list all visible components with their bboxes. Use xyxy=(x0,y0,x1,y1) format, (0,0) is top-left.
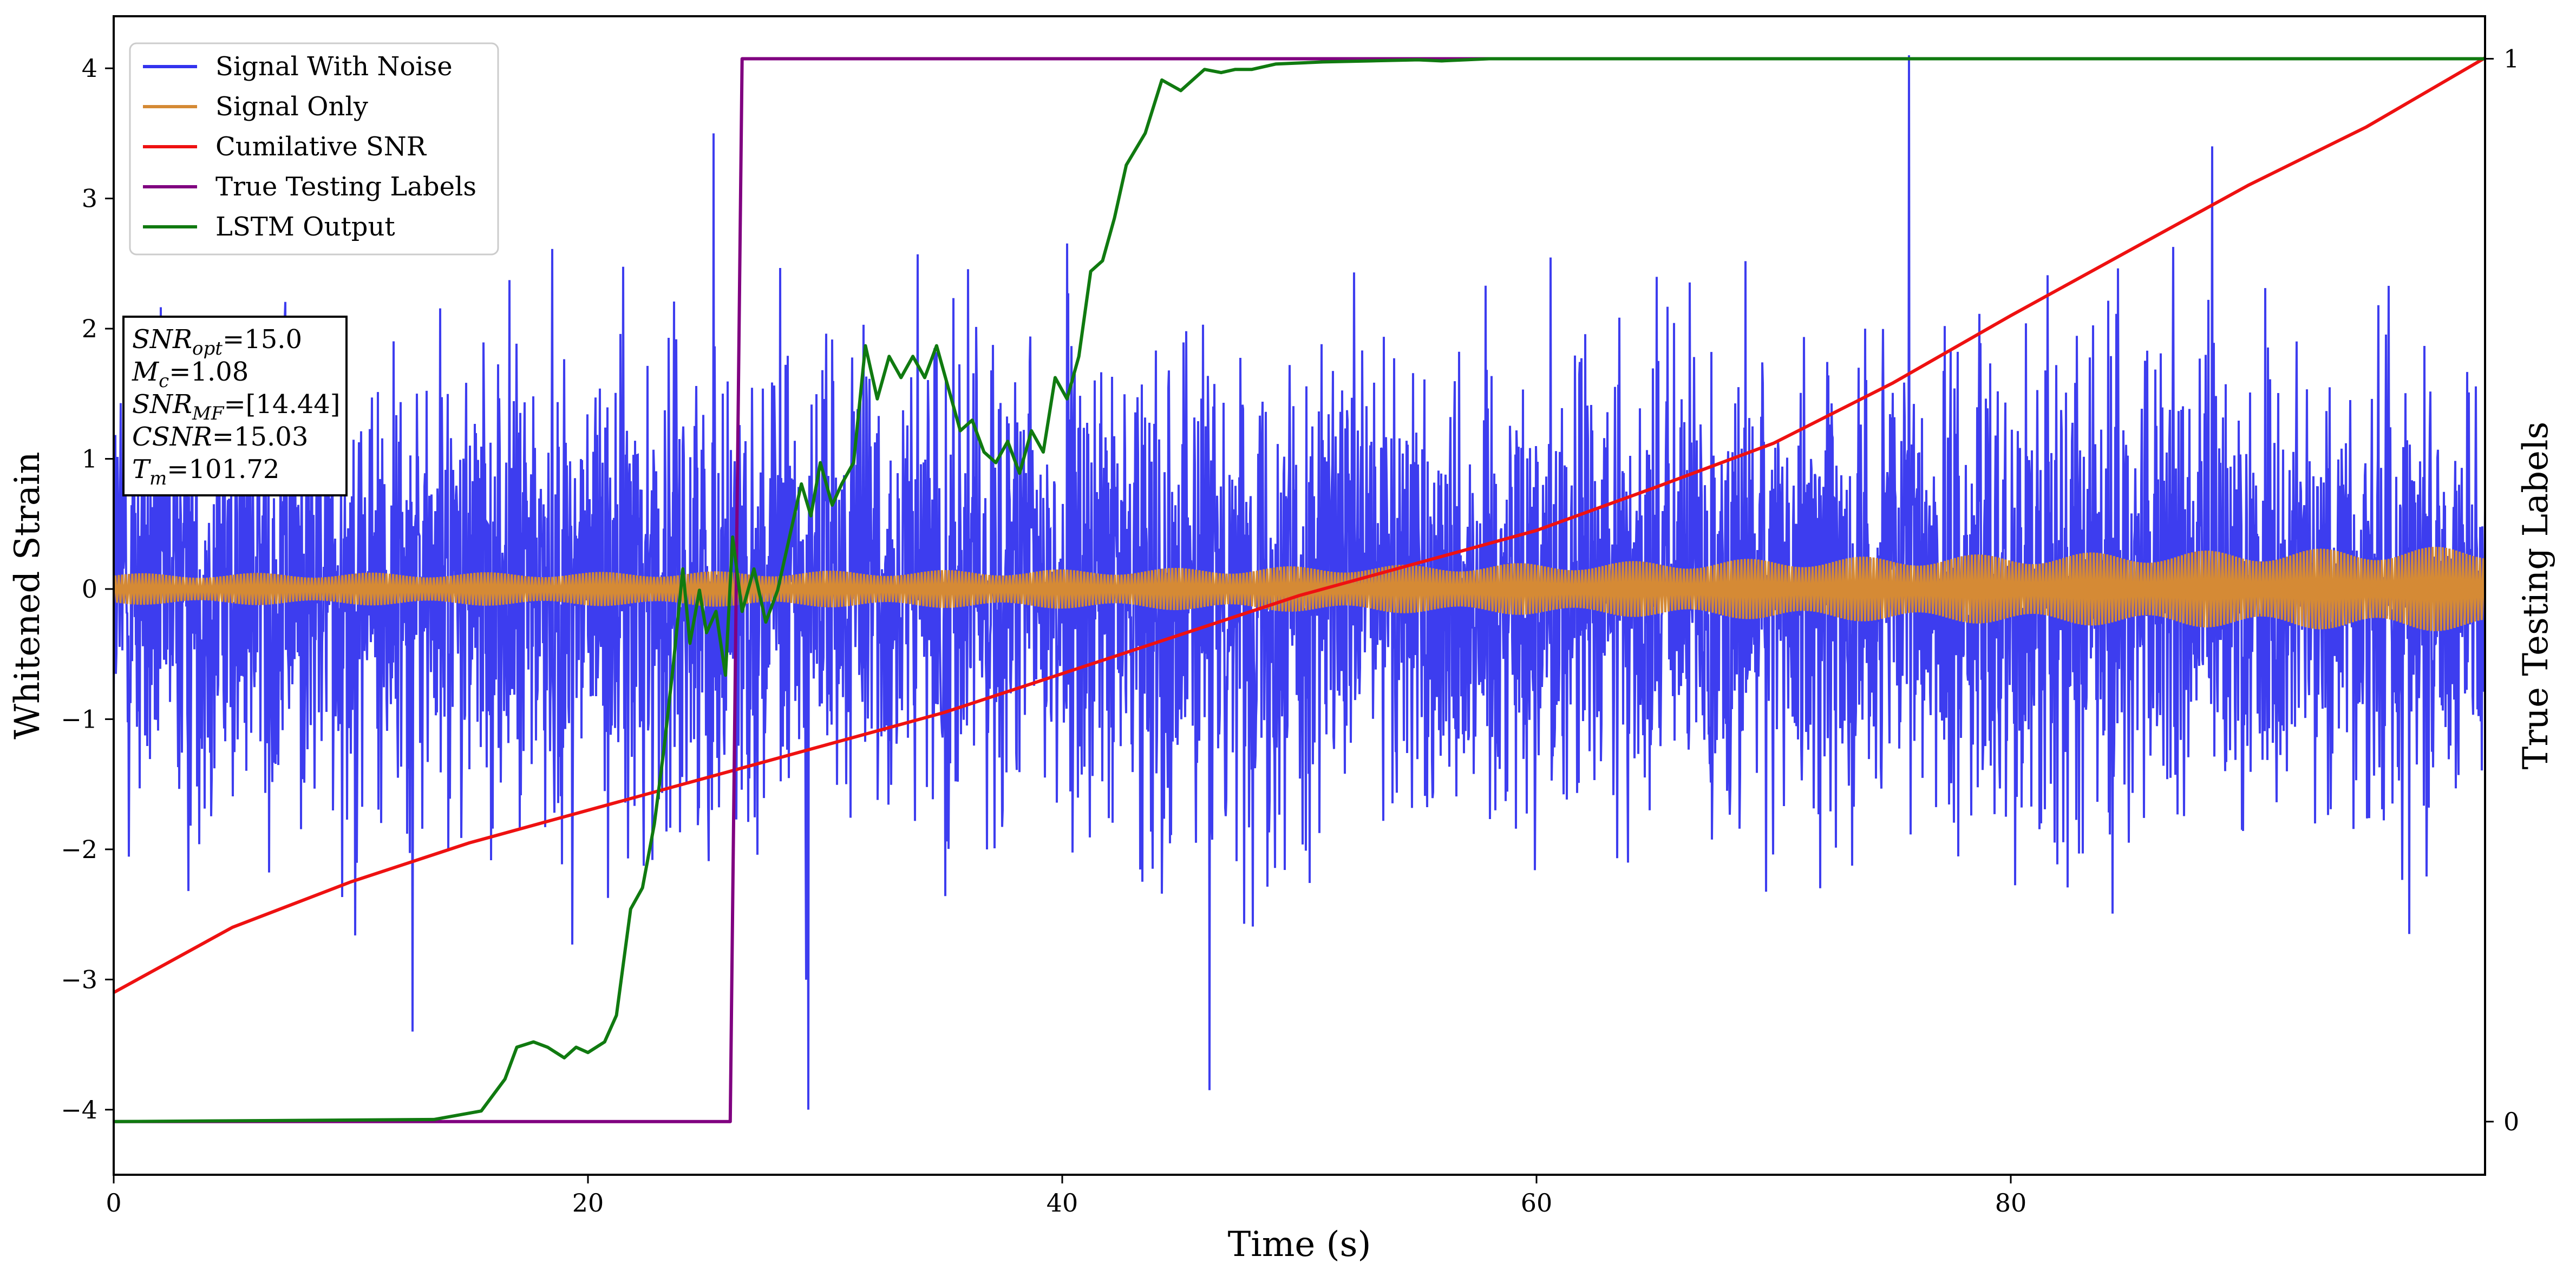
y2-tick-label: 0 xyxy=(2503,1107,2519,1136)
y-tick-label: 2 xyxy=(82,314,97,343)
plot-frame xyxy=(113,15,2486,1176)
y-tick-label: 1 xyxy=(82,444,97,474)
y-tick-label: 4 xyxy=(82,54,97,83)
legend: Signal With Noise Signal Only Cumilative S… xyxy=(129,42,499,256)
legend-frame xyxy=(129,42,499,256)
info-box: SNRopt=15.0Mc=1.08SNRMF=[14.44]CSNR=15.0… xyxy=(122,316,348,496)
y-tick-label: 3 xyxy=(82,184,97,213)
info-line: Tm=101.72 xyxy=(132,454,279,489)
x-tick-label: 0 xyxy=(106,1188,121,1218)
y-tick-label: 0 xyxy=(82,574,97,604)
info-line: Mc=1.08 xyxy=(132,357,249,392)
y2-axis-label: True Testing Labels xyxy=(2516,422,2556,770)
y2-tick-label: 1 xyxy=(2503,44,2519,74)
legend-label: LSTM Output xyxy=(215,212,395,242)
info-line: SNRopt=15.0 xyxy=(132,324,302,359)
x-tick-label: 80 xyxy=(1995,1188,2027,1218)
y-tick-label: −3 xyxy=(61,965,97,994)
series-cumilative-snr xyxy=(114,56,2485,994)
series-lstm-output xyxy=(114,57,2485,1123)
y-axis-label: Whitened Strain xyxy=(8,451,48,739)
y-tick-label: −2 xyxy=(61,835,97,864)
y-tick-label: −4 xyxy=(61,1095,97,1124)
legend-label: Signal With Noise xyxy=(215,51,453,82)
x-axis-label: Time (s) xyxy=(1228,1225,1371,1265)
series-signal-with-noise xyxy=(114,55,2485,1110)
info-box-frame xyxy=(122,316,348,496)
info-line: CSNR=15.03 xyxy=(132,422,308,452)
legend-label: True Testing Labels xyxy=(215,172,476,202)
series-signal-only xyxy=(114,547,2485,631)
x-tick-label: 20 xyxy=(572,1188,604,1218)
legend-label: Cumilative SNR xyxy=(215,132,427,162)
x-tick-label: 60 xyxy=(1521,1188,1553,1218)
y-tick-label: −1 xyxy=(61,704,97,734)
legend-label: Signal Only xyxy=(215,91,368,122)
info-line: SNRMF=[14.44] xyxy=(132,389,341,424)
x-tick-label: 40 xyxy=(1047,1188,1078,1218)
